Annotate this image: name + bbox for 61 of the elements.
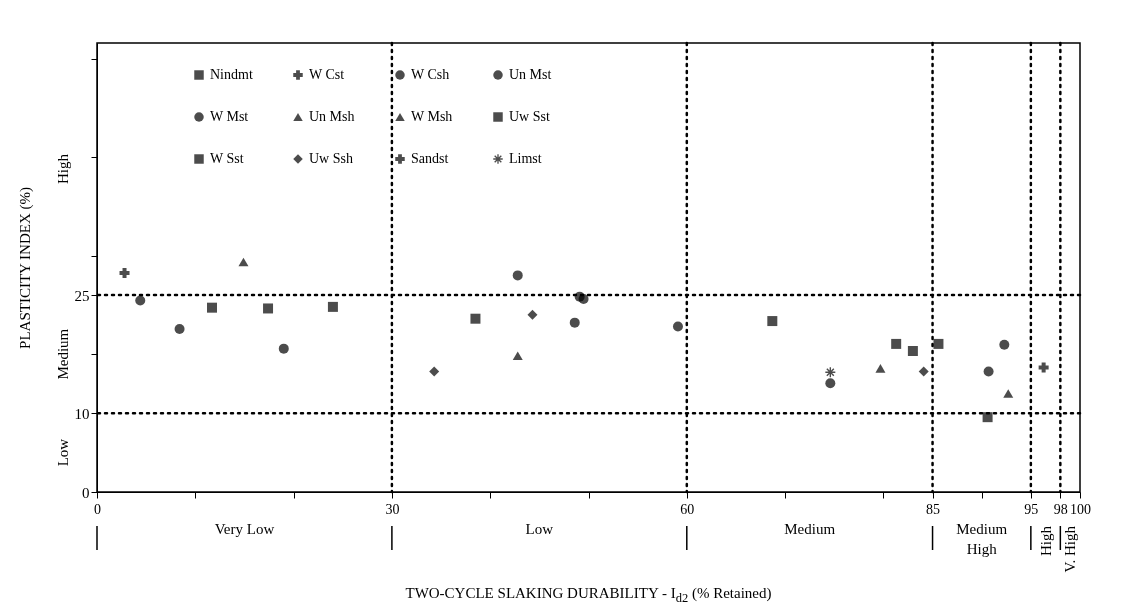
x-tick-label: 85 — [926, 501, 941, 517]
legend-label: Uw Sst — [509, 109, 550, 124]
text: Very Low — [214, 521, 275, 537]
legend-label: Nindmt — [210, 67, 253, 82]
text: Medium — [784, 521, 836, 537]
y-tick-label: 10 — [74, 405, 90, 422]
point — [825, 378, 836, 389]
legend-label: W Sst — [210, 151, 244, 166]
legend-label: W Msh — [411, 109, 453, 124]
point — [891, 338, 902, 349]
point — [1003, 389, 1014, 398]
point — [135, 295, 146, 306]
point — [933, 338, 944, 349]
point — [429, 366, 440, 377]
point — [999, 339, 1010, 350]
point — [767, 316, 778, 327]
x-tick-label: 60 — [680, 501, 695, 517]
point — [470, 313, 481, 324]
y-axis-title: PLASTICITY INDEX (%) — [16, 187, 34, 349]
point — [1038, 362, 1049, 373]
legend-label: W Cst — [309, 67, 345, 82]
point — [875, 364, 886, 373]
x-tick-label: 0 — [94, 501, 101, 517]
point — [918, 366, 929, 377]
y-tick-label: 25 — [74, 287, 90, 304]
point — [578, 294, 589, 304]
point — [982, 412, 993, 423]
x-tick-label: 98 — [1053, 501, 1068, 517]
point — [907, 346, 918, 356]
point — [672, 321, 683, 332]
legend-label: Sandst — [411, 151, 449, 166]
point — [207, 302, 218, 313]
legend-label: Limst — [509, 151, 542, 166]
text: Low — [525, 521, 554, 537]
text: Medium — [55, 328, 71, 380]
text: V. High — [1062, 525, 1079, 573]
x-tick-label: 100 — [1070, 501, 1091, 517]
x-tick-label: 30 — [385, 501, 400, 517]
text: Medium High — [956, 521, 1008, 557]
point — [238, 257, 249, 267]
text: High — [1037, 525, 1054, 556]
point — [327, 301, 338, 312]
legend-label: W Csh — [411, 67, 450, 82]
point — [527, 309, 538, 320]
legend-label: W Mst — [210, 109, 249, 124]
point — [263, 303, 274, 314]
text: High — [55, 153, 71, 185]
x-tick-label: 95 — [1024, 501, 1039, 517]
x-axis-title: TWO-CYCLE SLAKING DURABILITY - I$_{d2}$ (% Retained) — [404, 585, 773, 606]
text: Low — [55, 438, 71, 467]
legend-label: Uw Ssh — [309, 151, 353, 166]
point — [512, 351, 523, 361]
point — [174, 323, 185, 334]
y-tick-label: 0 — [82, 484, 90, 501]
point — [983, 366, 994, 377]
point — [278, 343, 289, 354]
point — [569, 317, 580, 328]
legend-label: Un Mst — [509, 67, 552, 82]
point — [512, 270, 523, 281]
legend-label: Un Msh — [309, 109, 355, 124]
point — [119, 268, 130, 279]
